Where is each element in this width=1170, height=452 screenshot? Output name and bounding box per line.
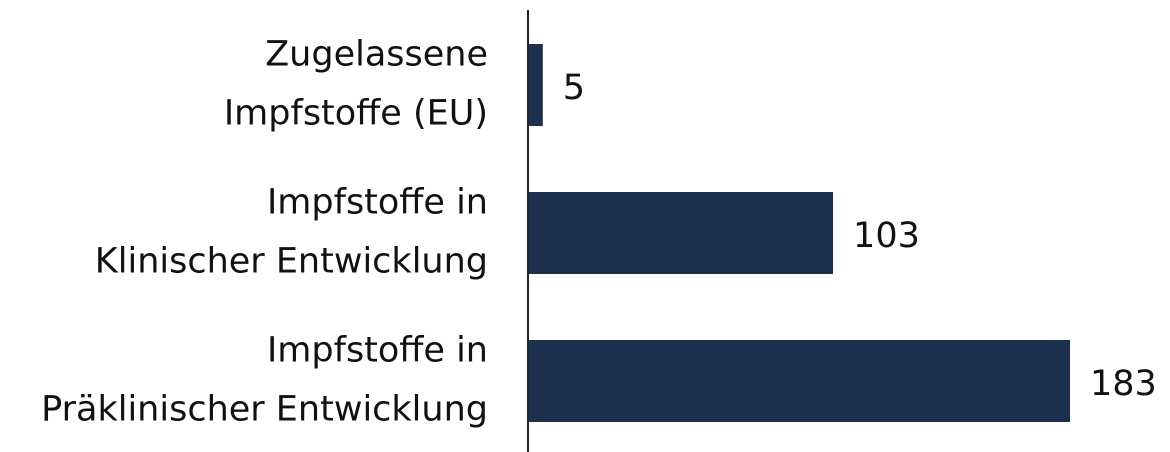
data-label: 5 bbox=[563, 68, 585, 108]
y-tick-label: Impfstoffe in Klinischer Entwicklung bbox=[95, 183, 488, 282]
bar bbox=[528, 44, 543, 126]
data-label: 183 bbox=[1090, 364, 1157, 404]
bar bbox=[528, 340, 1070, 422]
data-label: 103 bbox=[853, 216, 920, 256]
bar bbox=[528, 192, 834, 274]
y-tick-label: Zugelassene Impfstoffe (EU) bbox=[224, 35, 488, 134]
y-tick-label: Impfstoffe in Präklinischer Entwicklung bbox=[41, 331, 488, 430]
